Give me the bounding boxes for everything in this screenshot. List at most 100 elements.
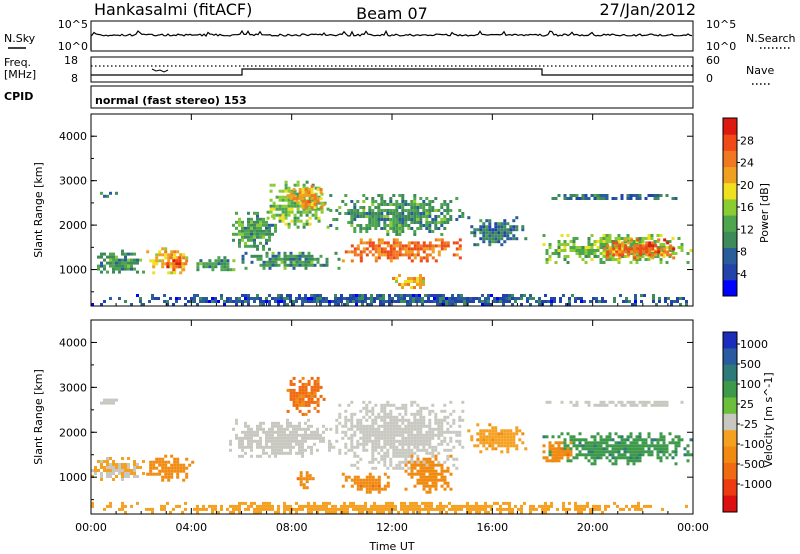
scatter-cell bbox=[382, 504, 385, 508]
scatter-cell bbox=[331, 504, 334, 508]
scatter-cell bbox=[214, 262, 218, 266]
scatter-cell bbox=[350, 244, 354, 248]
scatter-cell bbox=[401, 253, 405, 257]
scatter-cell bbox=[208, 259, 212, 263]
scatter-cell bbox=[439, 300, 442, 303]
scatter-cell bbox=[259, 424, 262, 428]
scatter-cell bbox=[328, 510, 331, 514]
scatter-cell bbox=[449, 218, 453, 221]
scatter-cell bbox=[490, 294, 493, 297]
scatter-cell bbox=[493, 501, 496, 505]
scatter-cell bbox=[307, 510, 310, 514]
scatter-cell bbox=[109, 501, 112, 505]
scatter-cell bbox=[572, 246, 576, 249]
scatter-cell bbox=[130, 267, 133, 271]
scatter-cell bbox=[551, 435, 555, 439]
scatter-cell bbox=[166, 262, 170, 266]
scatter-cell bbox=[491, 432, 495, 436]
scatter-cell bbox=[422, 209, 426, 212]
colorbar-tick-label: 16 bbox=[740, 201, 754, 214]
scatter-cell bbox=[626, 444, 630, 448]
scatter-cell bbox=[316, 300, 319, 303]
scatter-cell bbox=[446, 484, 450, 488]
scatter-cell bbox=[439, 297, 442, 300]
scatter-cell bbox=[163, 300, 166, 303]
scatter-cell bbox=[166, 303, 169, 306]
scatter-cell bbox=[265, 232, 268, 236]
scatter-cell bbox=[280, 424, 283, 428]
scatter-cell bbox=[416, 215, 420, 218]
scatter-cell bbox=[389, 200, 393, 203]
scatter-cell bbox=[449, 454, 453, 458]
scatter-cell bbox=[599, 438, 603, 442]
scatter-cell bbox=[277, 263, 281, 267]
scatter-cell bbox=[557, 194, 561, 197]
scatter-cell bbox=[398, 283, 401, 286]
scatter-cell bbox=[208, 504, 211, 508]
scatter-cell bbox=[638, 459, 642, 463]
scatter-cell bbox=[277, 303, 280, 306]
scatter-cell bbox=[574, 501, 577, 505]
scatter-cell bbox=[262, 247, 265, 251]
scatter-cell bbox=[500, 441, 504, 445]
scatter-cell bbox=[308, 210, 312, 214]
scatter-cell bbox=[383, 409, 387, 413]
scatter-cell bbox=[587, 237, 591, 240]
scatter-cell bbox=[566, 261, 570, 264]
scatter-cell bbox=[377, 478, 381, 482]
scatter-cell bbox=[371, 200, 375, 203]
scatter-cell bbox=[244, 451, 247, 455]
scatter-cell bbox=[635, 456, 639, 460]
scatter-cell bbox=[353, 445, 357, 449]
scatter-cell bbox=[581, 252, 585, 255]
scatter-cell bbox=[382, 510, 385, 514]
scatter-cell bbox=[293, 189, 297, 193]
scatter-cell bbox=[656, 400, 660, 404]
scatter-cell bbox=[590, 246, 594, 249]
scatter-cell bbox=[262, 504, 265, 508]
scatter-cell bbox=[590, 234, 594, 237]
scatter-cell bbox=[587, 444, 591, 448]
scatter-cell bbox=[329, 194, 333, 197]
scatter-cell bbox=[235, 226, 238, 230]
scatter-cell bbox=[452, 457, 456, 461]
scatter-cell bbox=[268, 226, 271, 230]
scatter-cell bbox=[434, 445, 438, 449]
scatter-cell bbox=[386, 427, 390, 431]
scatter-cell bbox=[106, 469, 109, 472]
scatter-cell bbox=[590, 252, 594, 255]
scatter-cell bbox=[490, 507, 493, 511]
scatter-cell bbox=[419, 280, 422, 283]
scatter-cell bbox=[256, 445, 259, 449]
scatter-cell bbox=[307, 391, 311, 395]
scatter-cell bbox=[307, 203, 311, 207]
scatter-cell bbox=[500, 243, 504, 247]
scatter-cell bbox=[479, 435, 483, 439]
scatter-cell bbox=[250, 439, 253, 443]
scatter-cell bbox=[152, 472, 156, 476]
scatter-cell bbox=[538, 300, 541, 303]
scatter-cell bbox=[259, 229, 262, 233]
scatter-cell bbox=[373, 300, 376, 303]
scatter-cell bbox=[484, 300, 487, 303]
scatter-cell bbox=[566, 234, 570, 237]
scatter-cell bbox=[651, 253, 655, 257]
scatter-cell bbox=[350, 415, 354, 419]
scatter-cell bbox=[340, 297, 343, 300]
scatter-cell bbox=[612, 253, 616, 257]
x-tick-label: 20:00 bbox=[577, 521, 609, 534]
scatter-cell bbox=[281, 207, 285, 211]
scatter-cell bbox=[103, 466, 106, 469]
scatter-cell bbox=[473, 234, 477, 238]
scatter-cell bbox=[304, 430, 307, 434]
scatter-cell bbox=[503, 438, 507, 442]
scatter-cell bbox=[259, 254, 263, 258]
scatter-cell bbox=[677, 435, 681, 439]
scatter-cell bbox=[575, 197, 579, 200]
scatter-cell bbox=[340, 294, 343, 297]
scatter-cell bbox=[292, 197, 296, 201]
scatter-cell bbox=[286, 409, 290, 413]
scatter-cell bbox=[599, 243, 603, 246]
scatter-cell bbox=[523, 294, 526, 297]
